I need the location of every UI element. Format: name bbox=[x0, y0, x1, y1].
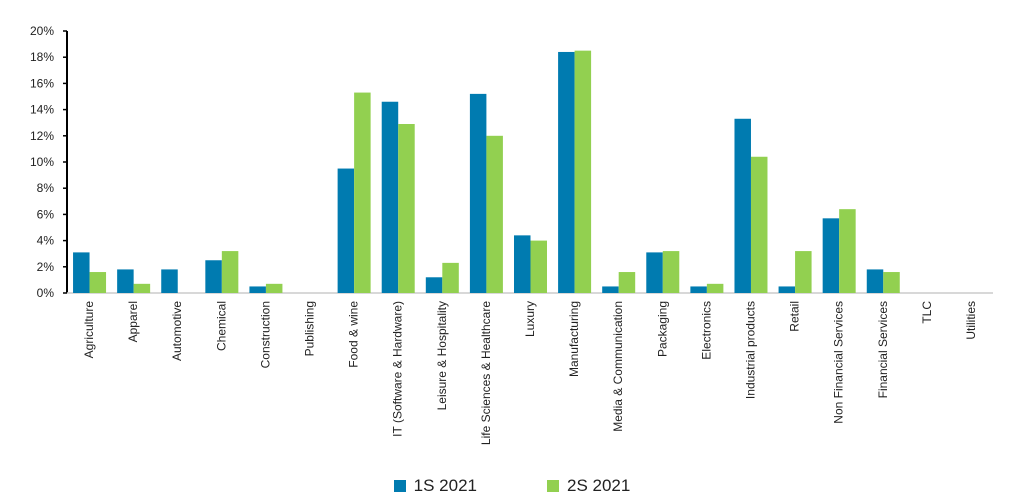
y-tick-label: 8% bbox=[37, 181, 55, 195]
bar-1s-2021 bbox=[822, 218, 840, 293]
bar-1s-2021 bbox=[337, 168, 355, 293]
bar-1s-2021 bbox=[558, 51, 575, 294]
x-tick-label: Electronics bbox=[699, 301, 713, 360]
x-tick-label: Industrial products bbox=[743, 301, 757, 399]
bar-2s-2021 bbox=[221, 251, 239, 293]
bar-2s-2021 bbox=[574, 50, 592, 294]
bar-2s-2021 bbox=[795, 251, 812, 293]
y-tick-label: 2% bbox=[37, 260, 55, 274]
y-tick-label: 12% bbox=[30, 129, 54, 143]
legend-swatch bbox=[547, 480, 559, 492]
x-tick-label: Utilities bbox=[964, 301, 978, 340]
bar-2s-2021 bbox=[354, 92, 371, 293]
x-tick-label: Luxury bbox=[523, 301, 537, 337]
legend-item-1s: 1S 2021 bbox=[393, 476, 477, 496]
x-tick-label: Agriculture bbox=[82, 301, 96, 359]
bar-1s-2021 bbox=[646, 252, 663, 293]
bar-1s-2021 bbox=[205, 260, 222, 293]
bar-2s-2021 bbox=[839, 209, 856, 293]
y-tick-label: 18% bbox=[30, 50, 54, 64]
bar-1s-2021 bbox=[381, 101, 399, 294]
legend-swatch bbox=[393, 480, 406, 492]
bar-2s-2021 bbox=[265, 283, 283, 293]
bar-2s-2021 bbox=[486, 135, 503, 293]
x-tick-label: Automotive bbox=[170, 301, 184, 361]
bar-2s-2021 bbox=[618, 272, 636, 293]
bar-2s-2021 bbox=[442, 262, 459, 293]
bar-1s-2021 bbox=[734, 118, 751, 294]
bar-2s-2021 bbox=[133, 283, 151, 293]
x-tick-label: Leisure & Hospitality bbox=[435, 301, 449, 410]
bar-2s-2021 bbox=[530, 240, 547, 293]
x-tick-label: Non Financial Services bbox=[832, 301, 846, 424]
y-tick-label: 4% bbox=[37, 234, 55, 248]
legend-label: 2S 2021 bbox=[567, 476, 631, 495]
y-tick-label: 10% bbox=[30, 155, 54, 169]
x-tick-label: Publishing bbox=[303, 301, 317, 356]
bar-2s-2021 bbox=[89, 272, 107, 293]
x-tick-label: Life Sciences & Healthcare bbox=[479, 301, 493, 445]
legend: 1S 2021 2S 2021 bbox=[0, 476, 1024, 496]
bar-2s-2021 bbox=[750, 156, 768, 293]
bar-1s-2021 bbox=[469, 93, 487, 293]
x-tick-label: Media & Communication bbox=[611, 301, 625, 432]
bar-1s-2021 bbox=[690, 286, 707, 293]
bar-1s-2021 bbox=[866, 269, 884, 293]
x-tick-label: Retail bbox=[788, 301, 802, 332]
x-tick-label: Food & wine bbox=[347, 301, 361, 368]
bar-1s-2021 bbox=[602, 286, 619, 293]
y-tick-label: 0% bbox=[37, 286, 55, 300]
legend-label: 1S 2021 bbox=[413, 476, 477, 495]
x-tick-label: Construction bbox=[258, 301, 272, 368]
bar-1s-2021 bbox=[117, 269, 134, 293]
y-tick-label: 6% bbox=[37, 207, 55, 221]
y-tick-label: 20% bbox=[30, 24, 54, 38]
bar-1s-2021 bbox=[73, 252, 90, 293]
bar-1s-2021 bbox=[161, 269, 178, 293]
bar-chart: 0% 2% 4% 6% 8% 10% 12% 14% 16% 18% 20% Agriculture A… bbox=[30, 24, 993, 445]
bar-1s-2021 bbox=[514, 235, 531, 293]
bar-1s-2021 bbox=[425, 277, 443, 293]
bar-2s-2021 bbox=[883, 272, 900, 293]
legend-item-2s: 2S 2021 bbox=[547, 476, 630, 496]
x-tick-label: Packaging bbox=[655, 301, 669, 357]
x-tick-label: Chemical bbox=[214, 301, 228, 351]
x-tick-label: TLC bbox=[920, 301, 934, 324]
x-tick-label: Manufacturing bbox=[567, 301, 581, 377]
y-tick-label: 14% bbox=[30, 103, 54, 117]
bar-2s-2021 bbox=[662, 251, 680, 293]
y-tick-label: 16% bbox=[30, 76, 54, 90]
x-tick-label: IT (Software & Hardware) bbox=[391, 301, 405, 437]
bar-1s-2021 bbox=[778, 286, 796, 293]
bar-2s-2021 bbox=[398, 124, 415, 293]
x-tick-label: Financial Services bbox=[876, 301, 890, 398]
bar-2s-2021 bbox=[706, 283, 724, 293]
x-tick-label: Apparel bbox=[126, 301, 140, 342]
bar-1s-2021 bbox=[249, 286, 266, 293]
